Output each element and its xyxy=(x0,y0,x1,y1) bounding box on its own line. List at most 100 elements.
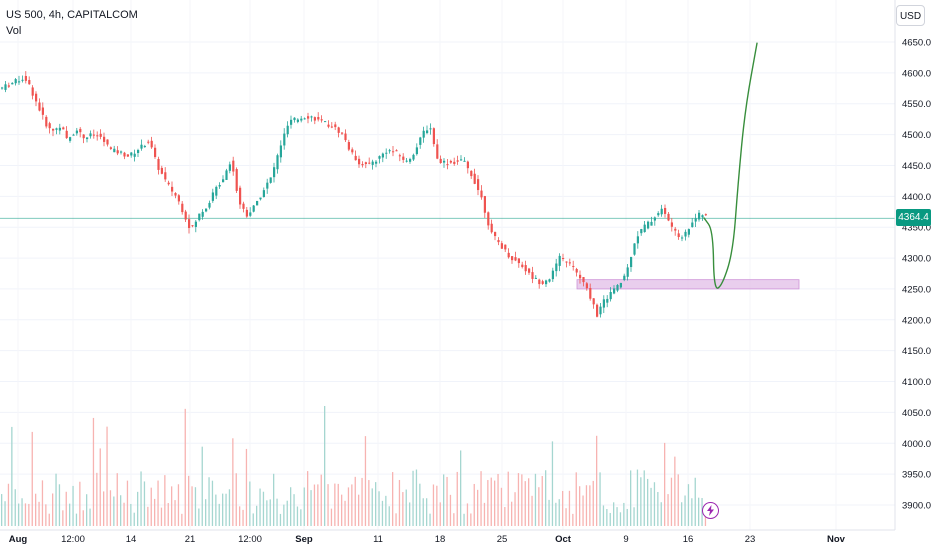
volume-bar xyxy=(521,474,522,526)
volume-bar xyxy=(287,501,288,526)
volume-bar xyxy=(212,481,213,526)
candle-body xyxy=(661,209,663,215)
candle-body xyxy=(637,236,639,243)
volume-bar xyxy=(593,481,594,526)
candle-body xyxy=(164,172,166,179)
candle-body xyxy=(640,229,642,233)
candle-body xyxy=(72,135,74,136)
volume-bar xyxy=(317,484,318,526)
volume-bar xyxy=(644,470,645,526)
volume-bar xyxy=(688,484,689,526)
volume-bar xyxy=(4,501,5,526)
candle-body xyxy=(552,271,554,279)
candle-body xyxy=(358,159,360,164)
volume-bar xyxy=(45,504,46,526)
volume-bar xyxy=(290,487,291,526)
volume-bar xyxy=(487,480,488,526)
candle-body xyxy=(542,281,544,284)
candle-body xyxy=(208,203,210,208)
volume-bar xyxy=(429,514,430,526)
candle-body xyxy=(525,265,527,271)
volume-bar xyxy=(582,496,583,526)
candle-body xyxy=(474,174,476,184)
volume-bar xyxy=(508,472,509,526)
volume-bar xyxy=(242,510,243,526)
candle-body xyxy=(616,285,618,291)
volume-bar xyxy=(480,471,481,526)
volume-bar xyxy=(120,495,121,526)
candle-body xyxy=(195,222,197,227)
volume-indicator-label[interactable]: Vol xyxy=(6,25,21,37)
volume-bar xyxy=(518,473,519,526)
candle-body xyxy=(599,307,601,315)
volume-bar xyxy=(351,484,352,526)
volume-bar xyxy=(164,475,165,526)
volume-bar xyxy=(263,492,264,526)
candle-body xyxy=(423,131,425,138)
candle-body xyxy=(127,154,129,156)
currency-button[interactable]: USD xyxy=(896,5,925,26)
price-tick-label: 4100.0 xyxy=(902,377,931,388)
volume-bar xyxy=(79,482,80,526)
lightning-bolt-icon[interactable] xyxy=(702,502,719,519)
volume-bar xyxy=(368,480,369,526)
volume-bar xyxy=(331,509,332,526)
candle-body xyxy=(236,169,238,191)
candle-body xyxy=(188,219,190,228)
volume-bar xyxy=(474,484,475,526)
volume-bar xyxy=(69,504,70,526)
candle-body xyxy=(555,264,557,272)
time-tick-label: 16 xyxy=(683,534,694,545)
volume-bar xyxy=(484,503,485,526)
candle-body xyxy=(419,137,421,144)
candle-body xyxy=(382,154,384,158)
candle-body xyxy=(304,118,306,119)
volume-bar xyxy=(695,478,696,526)
volume-bar xyxy=(616,507,617,526)
candle-body xyxy=(416,147,418,154)
volume-bar xyxy=(576,472,577,526)
candle-body xyxy=(324,121,326,122)
volume-bar xyxy=(637,470,638,526)
candle-body xyxy=(89,133,91,136)
time-tick-label: 12:00 xyxy=(238,534,262,545)
volume-bar xyxy=(236,473,237,526)
candle-body xyxy=(511,256,513,260)
price-tick-label: 4450.0 xyxy=(902,161,931,172)
volume-bar xyxy=(511,502,512,526)
volume-bar xyxy=(450,495,451,526)
candle-body xyxy=(174,193,176,196)
volume-bar xyxy=(100,448,101,526)
candle-body xyxy=(45,117,47,127)
candle-body xyxy=(123,153,125,157)
candle-body xyxy=(205,209,207,212)
volume-bar xyxy=(178,484,179,526)
candle-body xyxy=(117,150,119,153)
volume-bar xyxy=(630,470,631,526)
volume-bar xyxy=(610,513,611,526)
candle-body xyxy=(168,183,170,185)
candle-body xyxy=(266,183,268,189)
volume-bar xyxy=(355,477,356,526)
volume-bar xyxy=(548,500,549,526)
candle-body xyxy=(66,131,68,138)
candle-body xyxy=(327,125,329,127)
volume-bar xyxy=(181,514,182,526)
volume-bar xyxy=(93,418,94,526)
volume-bar xyxy=(76,514,77,526)
candle-body xyxy=(644,225,646,232)
candle-body xyxy=(650,222,652,226)
candle-body xyxy=(691,223,693,227)
volume-bar xyxy=(433,484,434,526)
volume-bar xyxy=(304,487,305,526)
volume-bar xyxy=(21,498,22,526)
volume-bar xyxy=(545,470,546,526)
time-tick-label: Oct xyxy=(555,534,572,545)
candle-body xyxy=(21,80,23,81)
volume-bar xyxy=(572,514,573,526)
volume-bar xyxy=(59,484,60,526)
volume-bar xyxy=(406,490,407,526)
time-tick-label: 18 xyxy=(435,534,446,545)
volume-bar xyxy=(531,496,532,526)
